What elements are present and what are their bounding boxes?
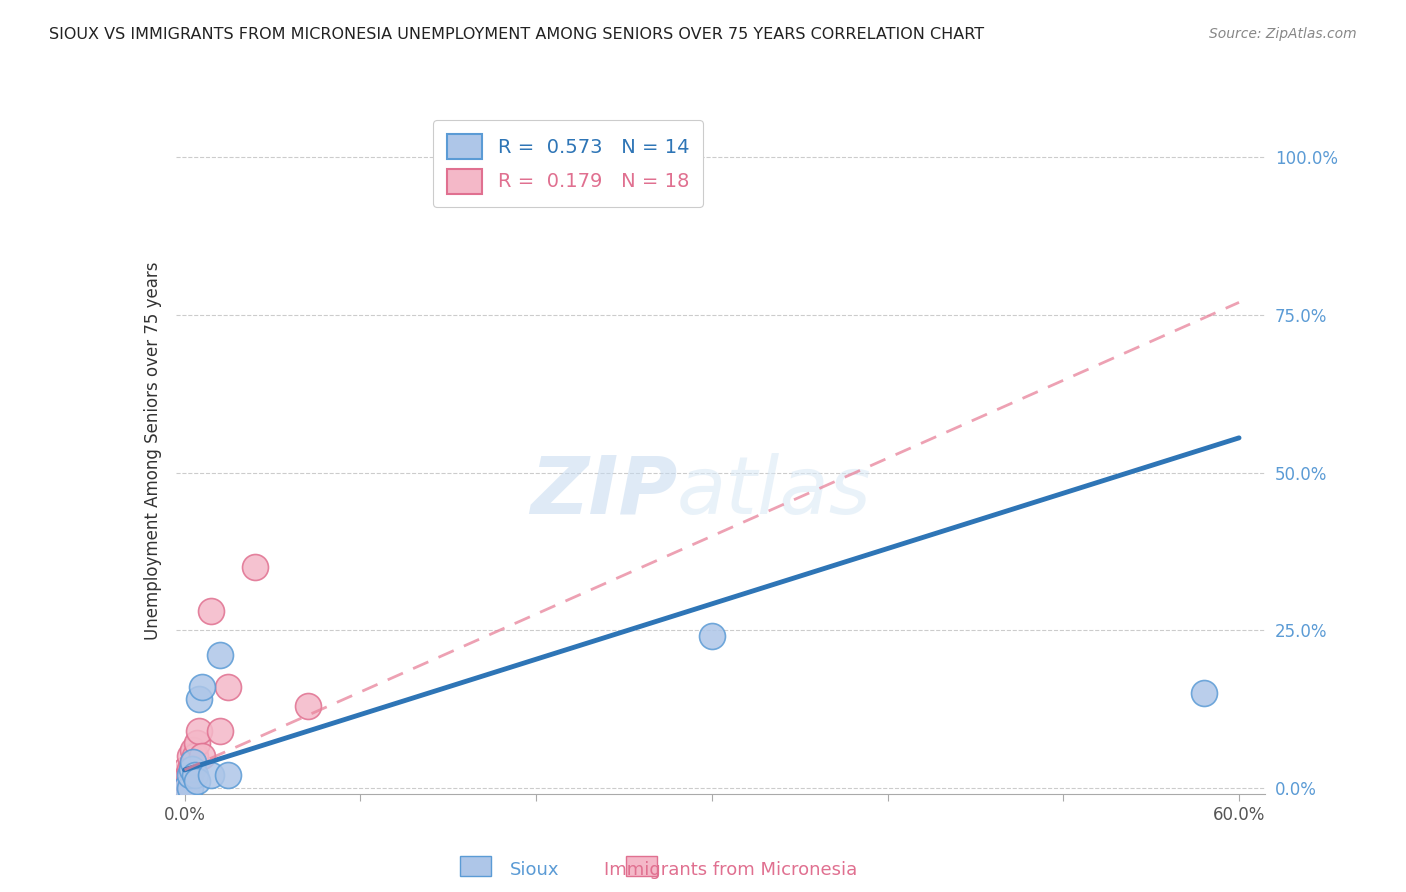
Point <box>191 680 214 694</box>
Y-axis label: Unemployment Among Seniors over 75 years: Unemployment Among Seniors over 75 years <box>143 261 162 640</box>
Point <box>173 780 195 795</box>
Point <box>700 629 723 643</box>
Point <box>177 768 200 782</box>
Point <box>184 768 207 782</box>
Text: Immigrants from Micronesia: Immigrants from Micronesia <box>605 861 858 879</box>
Point <box>186 774 208 789</box>
Point <box>243 560 266 574</box>
Point <box>208 723 231 738</box>
Text: Source: ZipAtlas.com: Source: ZipAtlas.com <box>1209 27 1357 41</box>
Point <box>180 762 202 776</box>
Point <box>200 768 222 782</box>
Point <box>217 768 239 782</box>
Point <box>174 762 197 776</box>
Point <box>208 648 231 663</box>
Point <box>191 749 214 764</box>
FancyBboxPatch shape <box>626 856 657 876</box>
Legend: R =  0.573   N = 14, R =  0.179   N = 18: R = 0.573 N = 14, R = 0.179 N = 18 <box>433 120 703 207</box>
Point <box>179 749 201 764</box>
Point <box>184 749 207 764</box>
Point <box>297 698 319 713</box>
Point <box>217 680 239 694</box>
Text: Sioux: Sioux <box>509 861 560 879</box>
Text: SIOUX VS IMMIGRANTS FROM MICRONESIA UNEMPLOYMENT AMONG SENIORS OVER 75 YEARS COR: SIOUX VS IMMIGRANTS FROM MICRONESIA UNEM… <box>49 27 984 42</box>
Point <box>179 780 201 795</box>
Point <box>174 780 197 795</box>
Point <box>187 723 209 738</box>
Point <box>183 756 205 770</box>
Point <box>186 736 208 750</box>
Point <box>174 774 197 789</box>
Point <box>179 768 201 782</box>
Point <box>180 762 202 776</box>
Text: ZIP: ZIP <box>530 452 678 531</box>
Point <box>183 743 205 757</box>
FancyBboxPatch shape <box>460 856 491 876</box>
Point <box>200 604 222 618</box>
Point <box>179 762 201 776</box>
Point <box>187 692 209 706</box>
Text: atlas: atlas <box>678 452 872 531</box>
Point <box>1192 686 1215 700</box>
Point <box>183 756 205 770</box>
